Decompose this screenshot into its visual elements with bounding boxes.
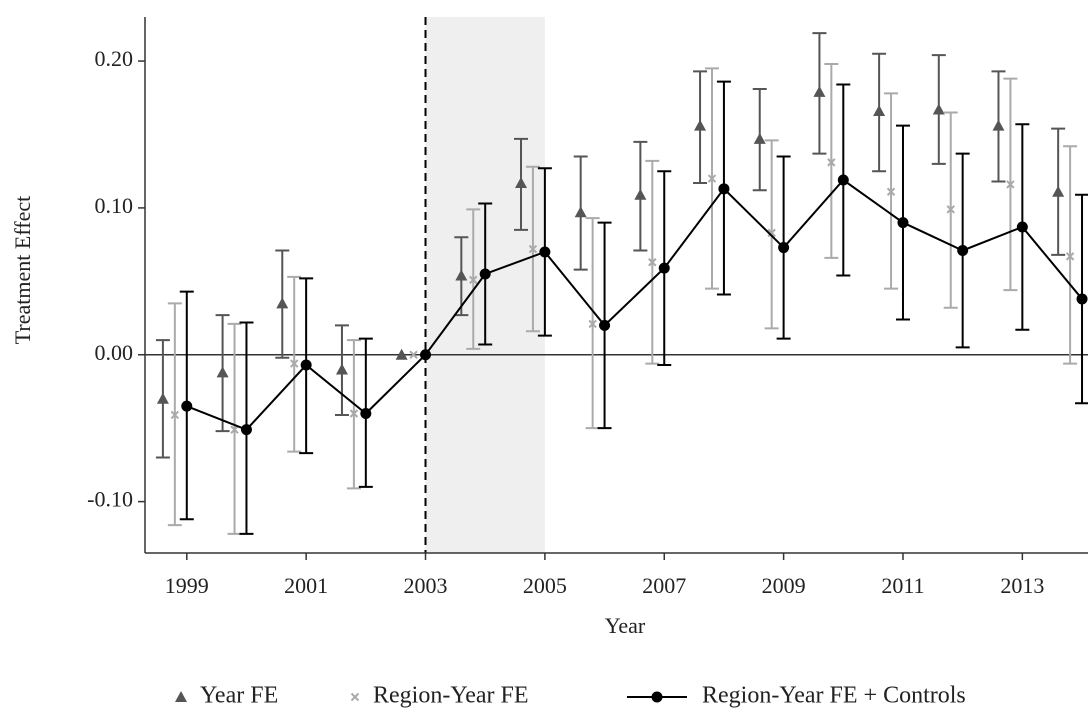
series-line [186, 178, 1083, 431]
circle-marker [1076, 293, 1088, 305]
x-marker [528, 244, 538, 254]
triangle-marker [873, 104, 886, 116]
triangle-marker [216, 366, 229, 378]
circle-marker [420, 349, 432, 361]
legend-marker [350, 692, 360, 702]
x-marker [469, 275, 478, 285]
circle-marker [240, 424, 252, 436]
triangle-marker [335, 363, 348, 375]
triangle-marker [813, 85, 826, 97]
circle-marker [181, 400, 193, 412]
legend-label: Region-Year FE [373, 683, 529, 709]
triangle-marker [1052, 185, 1065, 197]
x-tick-label: 1999 [165, 573, 209, 598]
x-marker [946, 205, 955, 214]
triangle-marker [574, 206, 587, 218]
triangle-marker [932, 103, 945, 115]
triangle-marker [515, 176, 528, 188]
x-tick-label: 2011 [881, 573, 924, 598]
x-marker [767, 228, 776, 238]
circle-marker [897, 217, 909, 229]
circle-marker [300, 359, 312, 371]
x-marker [1065, 252, 1075, 261]
x-marker [409, 350, 418, 359]
triangle-marker [395, 348, 408, 360]
triangle-marker [694, 119, 707, 131]
x-marker [588, 319, 597, 329]
circle-marker [599, 319, 611, 331]
legend-marker [175, 691, 187, 702]
legend-label: Region-Year FE + Controls [702, 683, 966, 709]
x-marker [648, 258, 657, 267]
triangle-marker [992, 119, 1005, 131]
error-bar [824, 62, 839, 259]
x-marker [1006, 180, 1015, 189]
x-tick-label: 2003 [404, 573, 448, 598]
legend-label: Year FE [200, 683, 278, 709]
x-marker [886, 187, 896, 196]
circle-marker [837, 174, 849, 186]
error-bar [1063, 145, 1078, 365]
triangle-marker [156, 392, 169, 404]
x-tick-label: 2013 [1000, 573, 1044, 598]
circle-marker [539, 246, 551, 258]
circle-marker [1016, 221, 1028, 233]
circle-marker [360, 407, 372, 419]
triangle-marker [276, 297, 289, 309]
y-axis-label: Treatment Effect [10, 196, 35, 344]
x-tick-label: 2009 [762, 573, 806, 598]
triangle-marker [753, 132, 766, 144]
x-marker [827, 158, 836, 167]
circle-marker [957, 244, 969, 256]
circle-marker [479, 268, 491, 280]
circle-marker [778, 242, 790, 254]
y-tick-label: 0.20 [95, 46, 134, 71]
x-marker [707, 174, 717, 183]
triangle-marker [455, 269, 468, 281]
x-tick-label: 2001 [284, 573, 328, 598]
x-marker [349, 409, 359, 418]
x-axis-label: Year [605, 613, 646, 638]
x-tick-label: 2005 [523, 573, 567, 598]
error-bar [764, 139, 779, 330]
x-marker [290, 359, 299, 368]
y-tick-label: 0.00 [95, 340, 134, 365]
circle-marker [658, 262, 670, 274]
triangle-marker [634, 188, 647, 200]
y-tick-label: -0.10 [87, 487, 133, 512]
x-marker [230, 425, 239, 434]
x-marker [170, 410, 180, 420]
x-tick-label: 2007 [642, 573, 686, 598]
y-tick-label: 0.10 [95, 193, 134, 218]
legend-marker [651, 691, 663, 703]
circle-marker [718, 183, 730, 195]
